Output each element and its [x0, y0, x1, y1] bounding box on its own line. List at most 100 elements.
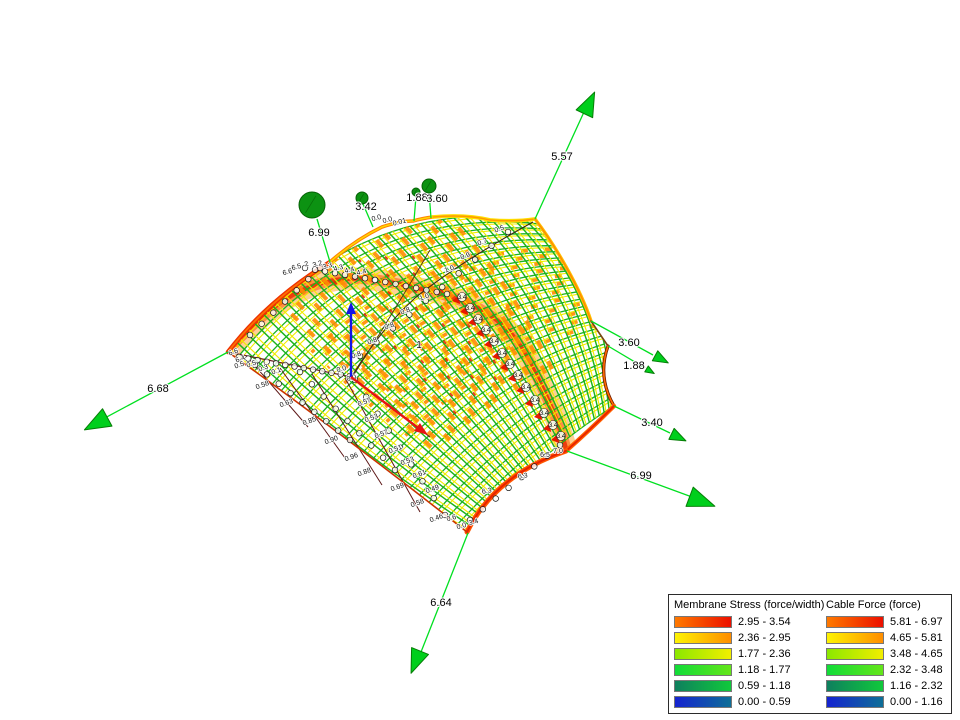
node-marker — [371, 276, 379, 284]
node-value-label: 2 — [304, 261, 310, 269]
legend-range-label: 2.32 - 3.48 — [890, 664, 943, 676]
legend-color-swatch — [826, 616, 884, 628]
z-axis-arrow — [346, 302, 356, 377]
edge-cable — [432, 215, 536, 222]
legend-color-swatch — [826, 696, 884, 708]
grid-line-orange — [437, 218, 548, 375]
grid-line-green — [453, 217, 581, 430]
node-value-label: 0.9 — [460, 252, 472, 262]
grid-line-orange — [310, 247, 562, 354]
grid-line-yellow — [457, 217, 582, 429]
node-marker — [293, 287, 300, 294]
node-marker — [391, 466, 399, 474]
grid-line-orange — [359, 286, 586, 400]
node-marker — [341, 271, 349, 279]
ridge-stress-marker: 3.4 — [525, 395, 540, 407]
grid-line-yellow — [413, 224, 563, 444]
node-value-label: 7.0 — [553, 448, 563, 455]
grid-line-yellow — [341, 253, 528, 473]
node-value-label: 1.0 — [444, 265, 456, 275]
legend-row: 2.95 - 3.54 — [674, 614, 826, 630]
grid-line-orange — [426, 220, 541, 379]
node-marker — [309, 366, 317, 373]
grid-line-green — [271, 304, 492, 507]
node-marker — [334, 427, 342, 434]
node-marker — [272, 360, 280, 367]
node-marker — [337, 371, 344, 378]
node-value-label: 0.1 — [271, 367, 283, 377]
node-marker — [556, 441, 564, 449]
node-marker — [518, 473, 525, 481]
grid-line-yellow — [292, 285, 504, 496]
anchor-cone — [651, 350, 669, 364]
legend-row: 5.81 - 6.97 — [826, 614, 948, 630]
legend-range-label: 5.81 - 6.97 — [890, 616, 943, 628]
grid-line-green — [498, 216, 600, 416]
node-marker — [311, 408, 318, 416]
legend-color-swatch — [826, 680, 884, 692]
grid-line-orange — [404, 225, 527, 387]
grid-line-green — [347, 249, 532, 470]
node-value-label: 6.6 — [228, 348, 240, 358]
node-marker — [300, 364, 307, 372]
node-marker — [299, 399, 306, 406]
grid-line-red — [358, 258, 479, 400]
node-value-label: 0.7 — [477, 238, 489, 248]
cable-force-arrow: 1.88 — [405, 187, 429, 222]
node-marker — [320, 393, 327, 400]
legend-panel: Membrane Stress (force/width) 2.95 - 3.5… — [668, 594, 952, 714]
node-marker — [455, 270, 462, 277]
ridge-stress-marker: 3.4 — [516, 382, 531, 394]
grid-line-yellow — [480, 216, 592, 422]
grid-line-green — [367, 240, 541, 461]
node-marker — [254, 357, 261, 364]
grid-line-orange — [318, 253, 567, 362]
edge-cable — [534, 218, 592, 322]
grid-line-green — [308, 273, 512, 488]
node-marker — [332, 405, 339, 412]
node-marker — [492, 495, 499, 502]
node-marker — [423, 286, 430, 294]
grid-line-yellow — [256, 318, 484, 516]
legend-color-swatch — [674, 616, 732, 628]
node-value-label: 0.0 — [371, 214, 382, 223]
ridge-stress-marker: 3.4 — [543, 420, 558, 432]
grid-line-green — [487, 216, 596, 420]
ridge-stress-value: 3.4 — [540, 411, 549, 417]
cable-force-label: 6.99 — [308, 227, 329, 239]
node-marker — [301, 264, 309, 272]
node-marker — [291, 363, 298, 370]
node-marker — [270, 309, 277, 316]
ridge-stress-marker: 3.4 — [484, 336, 499, 348]
node-marker — [392, 280, 399, 288]
grid-line-orange — [285, 290, 445, 448]
anchor-cone — [644, 365, 655, 375]
node-marker — [368, 442, 375, 449]
grid-line-yellow — [302, 278, 509, 491]
node-value-label: 0.6 — [446, 514, 457, 523]
grid-line-green — [244, 331, 478, 523]
node-value-label: 0.46 — [429, 513, 444, 524]
cable-force-label: 6.68 — [147, 383, 168, 395]
cable-force-label: 6.64 — [430, 597, 451, 609]
anchor-cone — [83, 408, 113, 431]
grid-line-yellow — [265, 310, 489, 510]
ridge-stress-marker: 3.4 — [508, 370, 523, 382]
node-value-label: 0.90 — [324, 435, 339, 446]
legend-row: 2.36 - 2.95 — [674, 630, 826, 646]
node-value-label: 0.8 — [367, 337, 379, 347]
grid-line-red — [368, 253, 486, 395]
node-marker — [422, 297, 429, 305]
node-marker — [258, 320, 265, 327]
grid-line-yellow — [247, 328, 479, 521]
node-value-label: 0.69 — [390, 482, 405, 493]
grid-line-yellow — [361, 243, 538, 464]
cable-force-arrow: 5.57 — [534, 91, 596, 220]
node-value-label: 0.0 — [382, 216, 393, 225]
x-axis-arrow — [350, 376, 428, 435]
node-marker — [356, 430, 363, 437]
node-value-label: 6.4 — [235, 355, 247, 365]
grid-line-green — [318, 267, 517, 483]
legend-rows-cable-force: 5.81 - 6.97 4.65 - 5.81 3.48 - 4.65 2.32 - … — [826, 614, 948, 710]
